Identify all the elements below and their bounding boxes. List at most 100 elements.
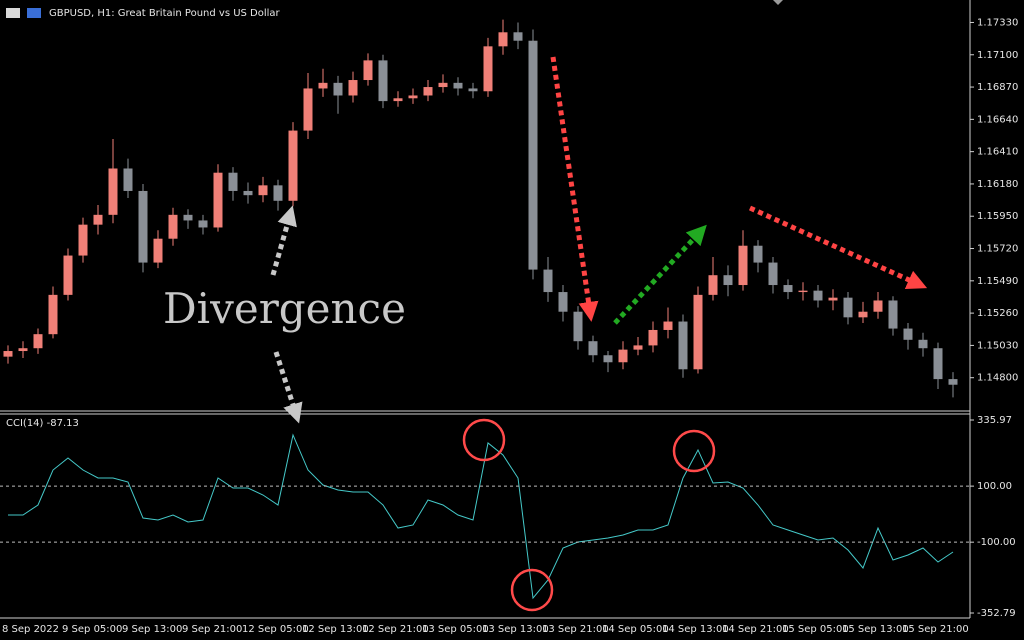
x-tick-label: 9 Sep 21:00 (182, 624, 242, 635)
candle-body (453, 82, 463, 89)
candle-body (363, 60, 373, 81)
x-tick-label: 15 Sep 13:00 (842, 624, 909, 635)
x-tick-label: 9 Sep 05:00 (62, 624, 122, 635)
x-tick-label: 14 Sep 21:00 (722, 624, 789, 635)
arrow-down (550, 56, 599, 322)
candle-body (258, 185, 268, 196)
candle-body (558, 292, 568, 312)
candle-body (108, 168, 118, 215)
candle-body (753, 245, 763, 263)
divergence-arrow (273, 351, 303, 424)
candle-body (183, 214, 193, 221)
x-tick-label: 13 Sep 21:00 (542, 624, 609, 635)
candle-body (813, 290, 823, 301)
candle-body (18, 348, 28, 352)
candle-body (468, 88, 478, 92)
menu-icon[interactable] (6, 8, 20, 18)
symbol-title: GBPUSD, H1: Great Britain Pound vs US Do… (49, 8, 281, 19)
y-tick-label: 100.00 (977, 481, 1012, 492)
candle-body (663, 321, 673, 330)
candle-body (693, 294, 703, 370)
y-tick-label: 1.14800 (977, 373, 1018, 384)
highlight-circle (462, 418, 506, 462)
candle-body (303, 88, 313, 131)
candle-body (588, 341, 598, 356)
candle-body (228, 172, 238, 191)
candle-body (63, 255, 73, 295)
candle-body (903, 328, 913, 340)
annotations (270, 56, 928, 612)
y-tick-label: 1.15950 (977, 211, 1018, 222)
candle-body (948, 379, 958, 385)
candle-body (138, 190, 148, 263)
candle-body (708, 275, 718, 295)
arrow-down (748, 205, 928, 289)
candle-body (828, 297, 838, 301)
cci-line (8, 433, 954, 600)
y-tick-label: 1.15030 (977, 340, 1018, 351)
candle-body (378, 60, 388, 102)
x-tick-label: 13 Sep 05:00 (422, 624, 489, 635)
candle-body (933, 348, 943, 380)
indicator (8, 433, 954, 600)
candle-body (33, 334, 43, 349)
indicator-title: CCI(14) -87.13 (6, 418, 79, 429)
candle-body (93, 214, 103, 225)
y-tick-label: 1.16410 (977, 147, 1018, 158)
candle-body (618, 349, 628, 363)
y-tick-label: 1.17100 (977, 50, 1018, 61)
divergence-arrow (270, 205, 297, 276)
candle-body (408, 95, 418, 99)
y-tick-label: -100.00 (977, 537, 1016, 548)
candle-body (3, 351, 13, 357)
candles (3, 19, 958, 398)
y-tick-label: 1.16180 (977, 179, 1018, 190)
candle-body (423, 87, 433, 96)
chart-icon[interactable] (27, 8, 41, 18)
candle-body (393, 98, 403, 102)
x-tick-label: 12 Sep 13:00 (302, 624, 369, 635)
candle-body (738, 245, 748, 286)
candle-body (918, 339, 928, 349)
candle-body (888, 300, 898, 329)
candle-body (333, 82, 343, 96)
candle-body (768, 262, 778, 286)
y-tick-label: 1.17330 (977, 17, 1018, 28)
candle-body (543, 269, 553, 293)
y-tick-label: 1.16640 (977, 114, 1018, 125)
candle-body (783, 285, 793, 293)
x-tick-label: 13 Sep 13:00 (482, 624, 549, 635)
x-tick-label: 12 Sep 21:00 (362, 624, 429, 635)
candle-body (198, 220, 208, 228)
frame (0, 0, 971, 619)
candle-body (483, 46, 493, 92)
candle-body (798, 290, 808, 293)
candle-body (648, 329, 658, 346)
x-tick-label: 14 Sep 05:00 (602, 624, 669, 635)
candle-body (633, 345, 643, 350)
candle-body (48, 294, 58, 335)
y-tick-label: 1.15260 (977, 308, 1018, 319)
x-tick-label: 8 Sep 2022 (2, 624, 59, 635)
candle-body (168, 214, 178, 239)
candle-body (288, 130, 298, 201)
x-tick-label: 15 Sep 21:00 (902, 624, 969, 635)
shift-marker (773, 0, 783, 5)
candle-body (678, 321, 688, 370)
candle-body (438, 82, 448, 88)
candle-body (603, 355, 613, 363)
y-tick-label: 335.97 (977, 415, 1012, 426)
candle-body (153, 238, 163, 263)
candle-body (213, 172, 223, 228)
arrow-up (613, 224, 707, 325)
candle-body (528, 40, 538, 270)
candle-body (858, 311, 868, 318)
candle-body (273, 185, 283, 201)
x-tick-label: 9 Sep 13:00 (122, 624, 182, 635)
x-tick-label: 15 Sep 05:00 (782, 624, 849, 635)
y-tick-label: 1.16870 (977, 82, 1018, 93)
candle-body (123, 168, 133, 191)
candle-body (723, 275, 733, 286)
